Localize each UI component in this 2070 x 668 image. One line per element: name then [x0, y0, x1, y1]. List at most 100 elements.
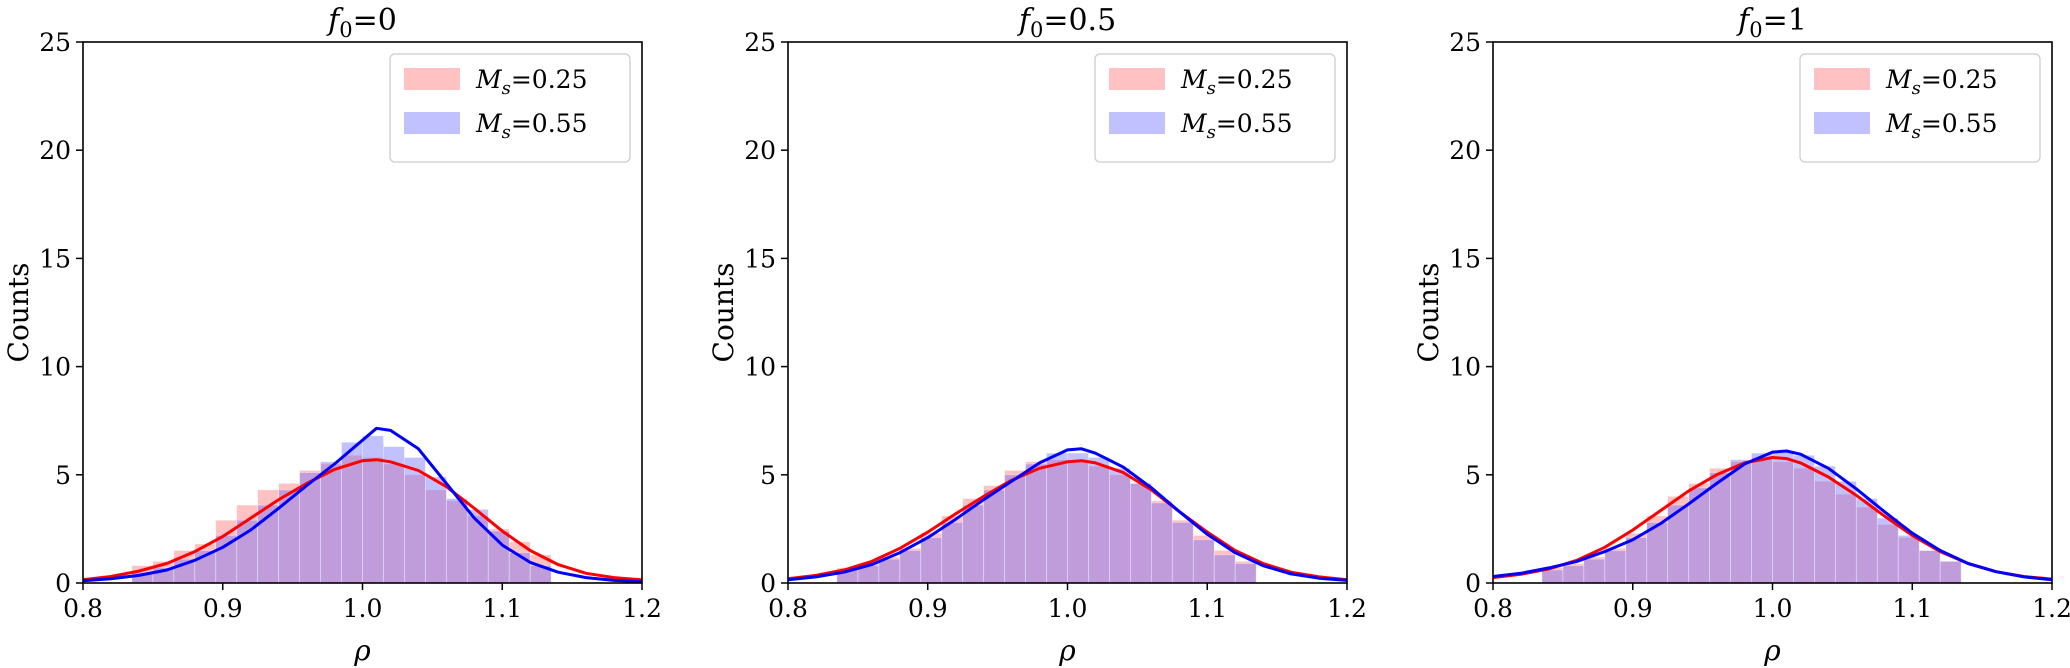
hist-bar [1088, 457, 1110, 584]
x-tick-label: 1.0 [1048, 594, 1088, 623]
hist-bar [1046, 452, 1068, 584]
legend-label-main: M [475, 65, 503, 94]
hist-bar [1793, 454, 1815, 584]
legend-box [389, 53, 631, 163]
x-tick-label: 1.2 [2032, 594, 2070, 623]
hist-bar [1004, 474, 1026, 584]
y-tick-label: 10 [39, 353, 71, 382]
kde-line-1 [1492, 449, 2053, 582]
y-tick-label: 10 [744, 353, 776, 382]
kde-line-1 [787, 447, 1348, 582]
legend: Ms=0.25 Ms=0.55 [1094, 53, 1336, 163]
legend-label: Ms=0.55 [1885, 109, 1997, 143]
hist-bar [1541, 569, 1564, 584]
kde-line-0 [787, 459, 1348, 582]
hist-bar [320, 461, 342, 584]
x-tick-label: 0.8 [768, 594, 808, 623]
histogram-1 [836, 452, 1257, 584]
legend-label-main: M [475, 109, 503, 138]
hist-bar [1583, 558, 1606, 584]
x-tick-label: 1.1 [1187, 594, 1227, 623]
kde-line-1 [82, 426, 643, 584]
x-tick-label: 1.2 [1327, 594, 1367, 623]
legend-label: Ms=0.55 [475, 109, 587, 143]
hist-bar [1213, 554, 1236, 584]
hist-bar [1129, 483, 1152, 584]
kde-line-0 [82, 458, 643, 582]
title-subscript: 0 [339, 18, 352, 42]
hist-bar [1709, 472, 1731, 584]
legend-label-rest: =0.25 [1921, 65, 1998, 94]
legend-label-subscript: s [1912, 78, 1921, 99]
legend-label-rest: =0.25 [1216, 65, 1293, 94]
legend-box [1094, 53, 1336, 163]
hist-bar [1562, 565, 1585, 584]
legend-swatch [1109, 112, 1165, 134]
y-tick-label: 25 [1449, 28, 1481, 57]
legend-label: Ms=0.25 [475, 65, 587, 99]
chart-panel-2: 0.8 0.9 1.0 1.1 1.20510152025ρCountsf0=1Ms=0… [1412, 3, 2070, 667]
hist-bar [1814, 465, 1836, 584]
legend-label-subscript: s [502, 122, 511, 143]
legend-label: Ms=0.55 [1180, 109, 1292, 143]
hist-bar [383, 446, 405, 584]
chart-panel-0: 0.8 0.9 1.0 1.1 1.20510152025ρCountsf0=0Ms=0… [2, 3, 662, 667]
legend-swatch [1814, 68, 1870, 90]
title-subscript: 0 [1749, 18, 1762, 42]
hist-bar [1234, 563, 1257, 584]
y-axis-label: Counts [707, 263, 740, 363]
legend-label-rest: =0.55 [1921, 109, 1998, 138]
chart-title: f0=1 [1736, 3, 1807, 42]
chart-panel-1: 0.8 0.9 1.0 1.1 1.2 0 5 10 15 20 25 ρ Counts f0=0.5 Ms… [707, 3, 1367, 667]
y-tick-label: 5 [55, 461, 71, 490]
hist-bar [424, 476, 447, 584]
hist-bar [1876, 517, 1899, 584]
legend-label-rest: =0.55 [1216, 109, 1293, 138]
hist-bar [445, 498, 468, 584]
hist-bar [215, 534, 238, 584]
hist-bar [899, 550, 922, 584]
y-tick-label: 10 [1449, 353, 1481, 382]
hist-bar [404, 457, 426, 584]
hist-bar [1772, 450, 1794, 584]
legend-label-main: M [1885, 65, 1913, 94]
hist-bar [1855, 498, 1878, 584]
x-tick-label: 1.0 [1753, 594, 1793, 623]
title-rest: =0 [353, 3, 397, 38]
x-axis-label: ρ [1058, 634, 1076, 667]
y-tick-label: 0 [1465, 569, 1481, 598]
x-tick-label: 1.1 [1892, 594, 1932, 623]
y-tick-label: 0 [760, 569, 776, 598]
hist-bar [1025, 463, 1047, 584]
hist-bar [1625, 537, 1648, 584]
y-tick-label: 25 [39, 28, 71, 57]
legend-label-subscript: s [1912, 122, 1921, 143]
hist-bar [362, 435, 384, 584]
hist-bar [1939, 560, 1962, 584]
y-axis-label: Counts [2, 263, 35, 363]
legend-label-subscript: s [1207, 78, 1216, 99]
y-tick-label: 25 [744, 28, 776, 57]
hist-bar [1918, 550, 1941, 584]
legend-swatch [1109, 68, 1165, 90]
x-tick-label: 1.1 [482, 594, 522, 623]
hist-bar [1834, 480, 1857, 584]
histogram-1 [1541, 450, 1962, 584]
x-tick-label: 0.8 [1473, 594, 1513, 623]
y-tick-label: 5 [1465, 461, 1481, 490]
y-tick-label: 15 [744, 244, 776, 273]
hist-bar [920, 537, 943, 584]
legend-swatch [404, 112, 460, 134]
x-tick-label: 1.2 [622, 594, 662, 623]
x-tick-label: 0.9 [1613, 594, 1653, 623]
legend: Ms=0.25 Ms=0.55 [389, 53, 631, 163]
hist-bar [1897, 534, 1920, 584]
legend-label-main: M [1180, 109, 1208, 138]
x-tick-label: 1.0 [343, 594, 383, 623]
y-tick-label: 20 [1449, 136, 1481, 165]
x-tick-label: 0.8 [63, 594, 103, 623]
hist-bar [1109, 467, 1131, 584]
hist-bar [1730, 459, 1752, 584]
